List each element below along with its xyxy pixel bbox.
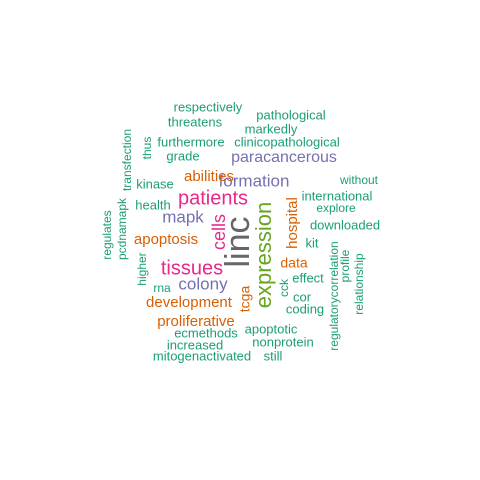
- word-relationship: relationship: [352, 253, 366, 315]
- word-nonprotein: nonprotein: [252, 334, 313, 349]
- word-effect: effect: [292, 270, 324, 285]
- word-without: without: [339, 173, 379, 187]
- word-grade: grade: [166, 148, 199, 163]
- word-regulatorycorrelation: regulatorycorrelation: [327, 241, 341, 350]
- word-kinase: kinase: [136, 176, 174, 191]
- word-increased: increased: [167, 337, 223, 352]
- word-apoptosis: apoptosis: [134, 231, 198, 248]
- word-cor: cor: [293, 289, 312, 304]
- word-colony: colony: [178, 274, 228, 293]
- word-furthermore: furthermore: [157, 134, 224, 149]
- word-health: health: [135, 197, 170, 212]
- word-cck: cck: [277, 278, 291, 297]
- word-kit: kit: [306, 235, 319, 250]
- word-tcga: tcga: [237, 286, 253, 313]
- word-cells: cells: [209, 214, 229, 250]
- word-transfection: transfection: [120, 129, 134, 191]
- word-thus: thus: [140, 137, 154, 160]
- word-ecmethods: ecmethods: [174, 325, 238, 340]
- word-paracancerous: paracancerous: [231, 149, 337, 166]
- word-clinicopathological: clinicopathological: [234, 134, 340, 149]
- word-development: development: [146, 294, 233, 311]
- word-pcdnamapk: pcdnamapk: [115, 197, 129, 260]
- word-abilities: abilities: [184, 168, 234, 185]
- word-expression: expression: [251, 202, 276, 308]
- word-mapk: mapk: [162, 207, 204, 226]
- word-higher: higher: [135, 252, 149, 285]
- word-downloaded: downloaded: [310, 217, 380, 232]
- word-still: still: [264, 348, 283, 363]
- word-linc: linc: [219, 216, 257, 267]
- word-patients: patients: [178, 187, 248, 209]
- word-markedly: markedly: [245, 121, 298, 136]
- word-data: data: [280, 255, 307, 271]
- word-explore: explore: [316, 201, 356, 215]
- word-profile: profile: [338, 249, 352, 282]
- word-formation: formation: [219, 171, 290, 190]
- word-international: international: [302, 188, 373, 203]
- word-coding: coding: [286, 301, 324, 316]
- word-respectively: respectively: [174, 99, 243, 114]
- word-tissues: tissues: [161, 257, 223, 279]
- word-regulates: regulates: [100, 210, 114, 259]
- word-threatens: threatens: [168, 114, 223, 129]
- word-rna: rna: [153, 281, 171, 295]
- word-mitogenactivated: mitogenactivated: [153, 348, 251, 363]
- word-pathological: pathological: [256, 107, 325, 122]
- word-apoptotic: apoptotic: [245, 321, 298, 336]
- word-hospital: hospital: [284, 197, 301, 249]
- word-proliferative: proliferative: [157, 313, 235, 330]
